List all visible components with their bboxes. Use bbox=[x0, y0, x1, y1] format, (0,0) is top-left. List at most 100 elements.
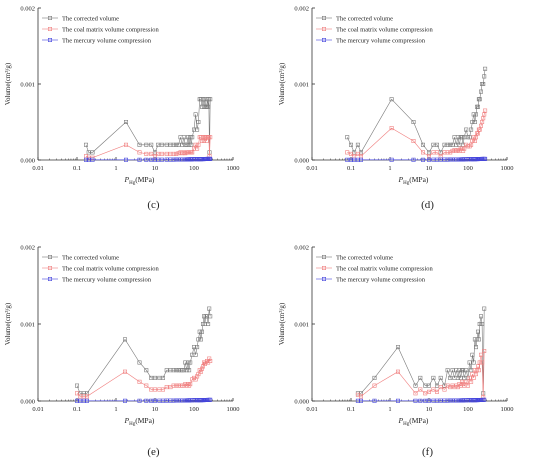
data-point bbox=[434, 398, 439, 403]
data-point bbox=[192, 345, 197, 350]
data-point bbox=[464, 127, 469, 132]
data-point bbox=[431, 387, 436, 392]
y-axis-label: Volume(cm³/g) bbox=[278, 62, 286, 105]
data-point bbox=[457, 142, 462, 147]
data-point bbox=[469, 368, 474, 373]
data-point bbox=[434, 389, 439, 394]
data-point bbox=[472, 120, 477, 125]
data-point bbox=[358, 398, 363, 403]
data-point bbox=[472, 368, 477, 373]
y-tick-label: 0.001 bbox=[294, 322, 309, 329]
data-point bbox=[413, 391, 418, 396]
data-point bbox=[137, 379, 142, 384]
data-point bbox=[423, 391, 428, 396]
data-point bbox=[448, 142, 453, 147]
data-point bbox=[352, 157, 357, 162]
series-line bbox=[347, 110, 486, 157]
data-point bbox=[355, 157, 360, 162]
y-tick-label: 0.001 bbox=[294, 82, 309, 89]
y-tick-label: 0.001 bbox=[20, 322, 35, 329]
data-point bbox=[426, 398, 431, 403]
data-point bbox=[171, 142, 176, 147]
data-point bbox=[174, 383, 179, 388]
data-point bbox=[207, 356, 212, 361]
data-point bbox=[195, 127, 200, 132]
data-point bbox=[481, 82, 486, 87]
data-point bbox=[144, 151, 149, 156]
data-point bbox=[174, 157, 179, 162]
data-point bbox=[413, 398, 418, 403]
data-point bbox=[168, 398, 173, 403]
data-point bbox=[84, 157, 89, 162]
data-point bbox=[149, 387, 154, 392]
data-point bbox=[389, 126, 394, 131]
x-tick-label: 10 bbox=[152, 165, 159, 172]
legend-label: The coal matrix volume compression bbox=[336, 26, 434, 33]
data-point bbox=[483, 156, 488, 161]
data-point bbox=[355, 142, 360, 147]
data-point bbox=[469, 379, 474, 384]
data-point bbox=[480, 360, 485, 365]
data-point bbox=[472, 337, 477, 342]
x-tick-label: 0.01 bbox=[306, 406, 317, 413]
data-point bbox=[459, 135, 464, 140]
data-point bbox=[480, 120, 485, 125]
y-tick-label: 0.001 bbox=[20, 82, 35, 89]
data-point bbox=[476, 337, 481, 342]
data-point bbox=[345, 150, 350, 155]
data-point bbox=[159, 151, 164, 156]
data-point bbox=[181, 135, 186, 140]
data-point bbox=[149, 398, 154, 403]
data-point bbox=[481, 395, 486, 400]
data-point bbox=[434, 142, 439, 147]
data-point bbox=[181, 368, 186, 373]
data-point bbox=[482, 348, 487, 353]
x-tick-label: 1000 bbox=[227, 406, 240, 413]
data-point bbox=[464, 379, 469, 384]
legend-marker bbox=[47, 26, 52, 31]
legend-label: The corrected volume bbox=[336, 15, 393, 22]
data-point bbox=[192, 146, 197, 151]
y-tick-label: 0.002 bbox=[294, 6, 309, 13]
x-tick-label: 0.1 bbox=[347, 165, 355, 172]
x-axis-label: PHg(MPa) bbox=[398, 175, 429, 186]
data-point bbox=[164, 385, 169, 390]
x-tick-label: 10 bbox=[426, 165, 433, 172]
y-tick-label: 0.002 bbox=[294, 245, 309, 252]
data-point bbox=[174, 368, 179, 373]
legend-marker bbox=[321, 255, 326, 260]
data-point bbox=[168, 368, 173, 373]
data-point bbox=[457, 148, 462, 153]
data-point bbox=[156, 157, 161, 162]
data-point bbox=[159, 142, 164, 147]
y-tick-label: 0.000 bbox=[294, 158, 309, 165]
data-point bbox=[207, 306, 212, 311]
data-point bbox=[168, 142, 173, 147]
data-point bbox=[481, 116, 486, 121]
data-point bbox=[206, 104, 211, 109]
data-point bbox=[164, 142, 169, 147]
data-point bbox=[445, 368, 450, 373]
data-point bbox=[348, 142, 353, 147]
data-point bbox=[164, 368, 169, 373]
data-point bbox=[426, 157, 431, 162]
data-point bbox=[186, 135, 191, 140]
x-tick-label: 0.1 bbox=[73, 406, 81, 413]
data-point bbox=[144, 398, 149, 403]
legend-label: The corrected volume bbox=[62, 254, 119, 261]
data-point bbox=[208, 97, 213, 102]
data-point bbox=[171, 157, 176, 162]
data-point bbox=[153, 398, 158, 403]
data-point bbox=[174, 142, 179, 147]
data-point bbox=[475, 329, 480, 334]
data-point bbox=[467, 135, 472, 140]
data-point bbox=[159, 157, 164, 162]
data-point bbox=[462, 135, 467, 140]
data-point bbox=[372, 383, 377, 388]
data-point bbox=[395, 345, 400, 350]
data-point bbox=[171, 368, 176, 373]
x-tick-label: 100 bbox=[189, 165, 199, 172]
legend-label: The coal matrix volume compression bbox=[336, 265, 434, 272]
